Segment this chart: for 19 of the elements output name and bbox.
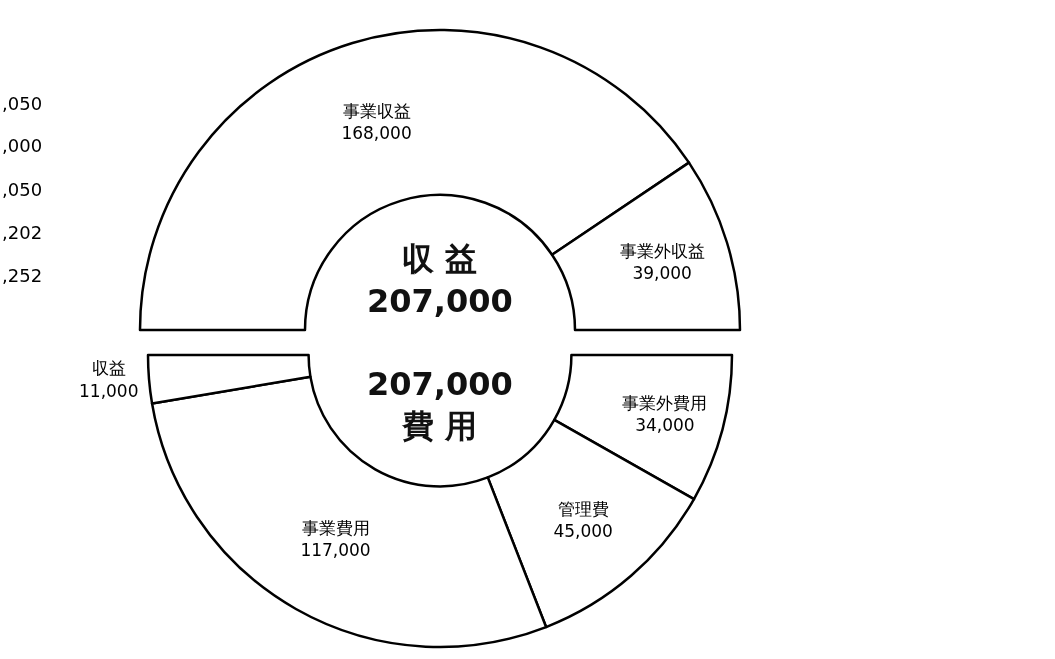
- slice-label: 事業収益: [342, 100, 411, 121]
- text: ,202: [2, 222, 43, 243]
- slice-label: 事業費用: [301, 518, 370, 539]
- text: 207,000 費 用: [367, 365, 513, 445]
- data-label: 39,000: [632, 263, 692, 284]
- data-label: 34,000: [635, 415, 695, 436]
- data-label: 45,000: [553, 521, 613, 542]
- text: ,050: [2, 93, 43, 114]
- data-label: 168,000: [341, 123, 412, 144]
- text: ,050: [2, 179, 43, 200]
- text: 収 益 207,000: [367, 240, 513, 320]
- text: ,252: [2, 265, 43, 286]
- data-label: 117,000: [300, 540, 371, 561]
- slice-label: 事業外収益: [619, 241, 705, 262]
- slice-label: 管理費: [557, 499, 609, 520]
- text: ,000: [2, 135, 43, 156]
- data-label: 11,000: [79, 380, 139, 401]
- slice-label: 収益: [91, 358, 126, 379]
- slice-label: 事業外費用: [622, 393, 708, 414]
